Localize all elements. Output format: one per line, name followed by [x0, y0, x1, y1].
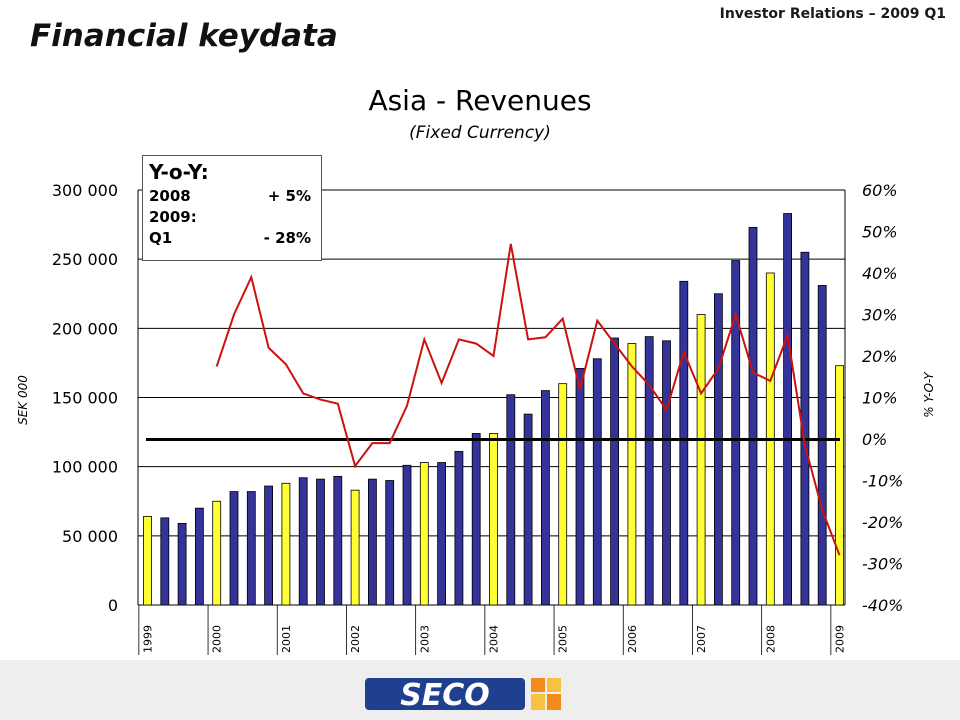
x-axis-year-label: 2002: [349, 625, 362, 653]
revenue-bar: [731, 260, 741, 606]
right-axis-tick-label: 40%: [862, 264, 898, 283]
chart-bars: [143, 213, 844, 606]
revenue-bar: [316, 478, 325, 606]
revenue-bar: [160, 517, 170, 606]
revenue-bar: [558, 383, 568, 606]
left-axis-tick-label: 50 000: [62, 527, 118, 546]
revenue-bar: [177, 522, 187, 606]
revenue-chart: 0 50 000 100 000 150 000 200 000 250 000 300 0…: [16, 181, 936, 655]
revenue-bar: [367, 478, 377, 606]
x-axis-year-label: 2005: [557, 625, 570, 653]
revenue-bar: [523, 413, 533, 606]
revenue-bar: [489, 433, 498, 606]
chart-subtitle: (Fixed Currency): [409, 123, 551, 143]
revenue-bar: [696, 314, 706, 606]
right-axis-tick-label: 30%: [862, 306, 898, 325]
right-axis-tick-label: -40%: [862, 596, 903, 615]
header-investor-label: Investor Relations – 2009 Q1: [719, 6, 946, 22]
right-axis-tick-label: 20%: [862, 347, 898, 366]
revenue-bar: [610, 337, 619, 606]
left-axis-tick-label: 150 000: [52, 389, 118, 408]
revenue-bar: [541, 390, 550, 606]
right-axis-tick-label: -10%: [862, 472, 903, 491]
chart-title: Asia - Revenues: [368, 84, 592, 117]
revenue-bar: [714, 293, 723, 606]
revenue-bar: [298, 477, 308, 606]
left-axis-tick-label: 100 000: [52, 458, 118, 477]
right-axis-tick-label: 0%: [862, 430, 887, 449]
revenue-bar: [229, 491, 239, 606]
revenue-bar: [748, 226, 758, 606]
x-axis-year-label: 2003: [418, 625, 431, 653]
yoy-summary-box: Y-o-Y: 2008 + 5% 2009: Q1 - 28%: [142, 155, 322, 261]
left-axis-tick-label: 200 000: [52, 319, 118, 338]
left-axis-ticks: 0 50 000 100 000 150 000 200 000 250 000 300 0…: [52, 181, 118, 615]
x-axis-year-ticks: 1999 2000 2001 2002 2003 2004 2005 2006 2007 2008…: [138, 605, 847, 655]
yoy-row-value: - 28%: [263, 229, 311, 247]
revenue-bar: [783, 213, 792, 606]
right-axis-label: % Y-O-Y: [922, 371, 936, 418]
yoy-row-label: Q1: [149, 229, 173, 247]
revenue-bar: [402, 464, 412, 606]
revenue-bar: [385, 480, 395, 606]
yoy-row-2009: 2009:: [149, 207, 315, 228]
revenue-bar: [644, 336, 654, 606]
left-axis-tick-label: 300 000: [52, 181, 118, 200]
revenue-bar: [437, 462, 447, 606]
revenue-bar: [575, 368, 585, 606]
revenue-bar: [817, 285, 827, 606]
revenue-bar: [454, 451, 464, 606]
seco-logo: SECO: [365, 678, 561, 713]
revenue-bar: [627, 343, 637, 606]
revenue-bar: [471, 433, 481, 606]
revenue-bar: [835, 365, 844, 606]
x-axis-year-label: 1999: [142, 625, 155, 653]
seco-logo-text: SECO: [400, 678, 490, 713]
right-axis-ticks: -40% -30% -20% -10% 0% 10% 20% 30% 40% 50% 60%: [862, 181, 903, 615]
revenue-bar: [333, 475, 343, 606]
revenue-bar: [246, 491, 256, 606]
yoy-growth-line: [215, 243, 841, 556]
revenue-bar: [194, 507, 204, 606]
revenue-bar: [143, 516, 152, 606]
left-axis-label: SEK 000: [16, 375, 30, 425]
x-axis-year-label: 2007: [695, 625, 708, 653]
yoy-row-label: 2009:: [149, 208, 197, 226]
yoy-summary-title: Y-o-Y:: [149, 160, 209, 184]
revenue-bar: [662, 340, 671, 606]
revenue-bar: [679, 280, 689, 606]
revenue-bar: [281, 482, 291, 606]
x-axis-year-label: 2009: [834, 625, 847, 653]
yoy-row-label: 2008: [149, 187, 191, 205]
revenue-bar: [350, 489, 360, 606]
x-axis-year-label: 2004: [488, 625, 501, 653]
revenue-bar: [800, 251, 810, 606]
revenue-bar: [264, 485, 274, 606]
yoy-row-2008: 2008 + 5%: [149, 186, 315, 207]
yoy-row-value: + 5%: [267, 187, 311, 205]
revenue-bar: [506, 394, 516, 606]
right-axis-tick-label: 60%: [862, 181, 898, 200]
revenue-bar: [419, 462, 429, 606]
slide-title: Financial keydata: [30, 18, 338, 54]
revenue-bar: [592, 358, 602, 606]
x-axis-year-label: 2006: [626, 625, 639, 653]
x-axis-year-label: 2001: [280, 625, 293, 653]
right-axis-tick-label: -20%: [862, 513, 903, 532]
yoy-row-q1: Q1 - 28%: [149, 228, 315, 249]
x-axis-year-label: 2008: [764, 625, 777, 653]
revenue-bar: [212, 500, 222, 606]
right-axis-tick-label: -30%: [862, 555, 903, 574]
right-axis-tick-label: 50%: [862, 223, 898, 242]
x-axis-year-label: 2000: [211, 625, 224, 653]
left-axis-tick-label: 0: [108, 596, 118, 615]
right-axis-tick-label: 10%: [862, 389, 898, 408]
left-axis-tick-label: 250 000: [52, 250, 118, 269]
